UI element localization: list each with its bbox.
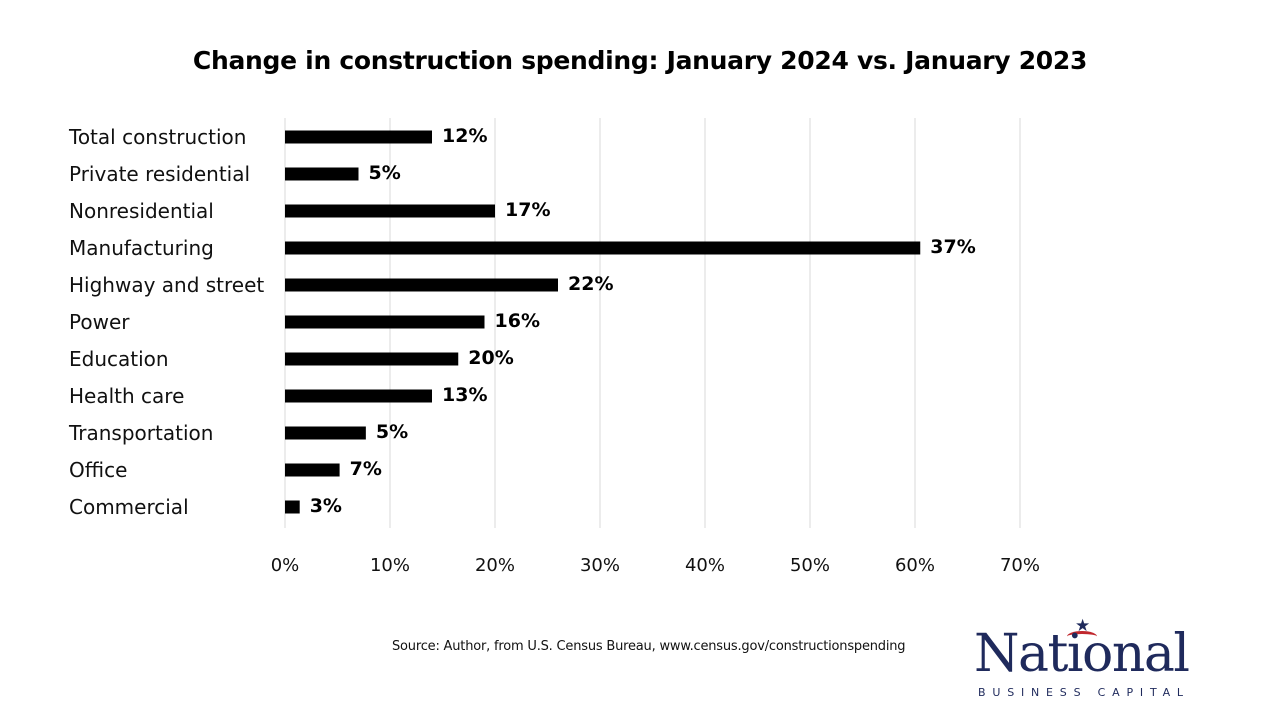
x-tick-label: 50% bbox=[790, 555, 830, 576]
x-tick-label: 10% bbox=[370, 555, 410, 576]
brand-logo: ★ National BUSINESS CAPITAL bbox=[972, 616, 1212, 702]
category-label: Health care bbox=[69, 384, 184, 408]
chart-title: Change in construction spending: January… bbox=[192, 46, 1088, 75]
source-note: Source: Author, from U.S. Census Bureau,… bbox=[392, 639, 906, 654]
category-label: Manufacturing bbox=[69, 236, 214, 260]
data-label: 12% bbox=[442, 125, 487, 147]
x-tick-label: 20% bbox=[475, 555, 515, 576]
logo-tagline: BUSINESS CAPITAL bbox=[978, 686, 1190, 699]
data-label: 20% bbox=[468, 347, 513, 369]
bar bbox=[285, 389, 432, 403]
category-label: Education bbox=[69, 347, 169, 371]
category-label: Transportation bbox=[68, 421, 213, 445]
data-label: 5% bbox=[376, 421, 408, 443]
x-tick-label: 60% bbox=[895, 555, 935, 576]
data-label: 22% bbox=[568, 273, 613, 295]
bar bbox=[285, 426, 366, 440]
x-tick-label: 0% bbox=[271, 555, 300, 576]
data-label: 17% bbox=[505, 199, 550, 221]
bar bbox=[285, 130, 432, 144]
data-label: 37% bbox=[930, 236, 975, 258]
x-tick-label: 30% bbox=[580, 555, 620, 576]
bar bbox=[285, 463, 340, 477]
bar bbox=[285, 204, 495, 218]
x-tick-label: 70% bbox=[1000, 555, 1040, 576]
category-label: Commercial bbox=[69, 495, 189, 519]
bar bbox=[285, 500, 300, 514]
category-label: Power bbox=[69, 310, 130, 334]
logo-wordmark: National bbox=[974, 624, 1190, 684]
bar bbox=[285, 352, 459, 366]
data-label: 7% bbox=[350, 458, 382, 480]
data-label: 16% bbox=[495, 310, 540, 332]
data-label: 13% bbox=[442, 384, 487, 406]
bar bbox=[285, 315, 485, 329]
category-label: Office bbox=[69, 458, 127, 482]
category-label: Private residential bbox=[69, 162, 250, 186]
x-tick-label: 40% bbox=[685, 555, 725, 576]
category-label: Highway and street bbox=[69, 273, 264, 297]
bar bbox=[285, 241, 921, 255]
swoosh-icon bbox=[1067, 631, 1097, 642]
category-label: Total construction bbox=[68, 125, 246, 149]
category-label: Nonresidential bbox=[69, 199, 214, 223]
data-label: 5% bbox=[369, 162, 401, 184]
bar bbox=[285, 278, 558, 292]
data-label: 3% bbox=[310, 495, 342, 517]
bar bbox=[285, 167, 359, 181]
